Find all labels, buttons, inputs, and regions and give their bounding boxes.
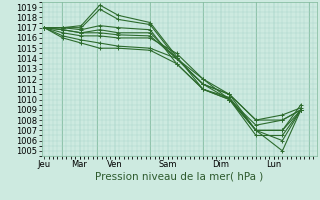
X-axis label: Pression niveau de la mer( hPa ): Pression niveau de la mer( hPa ) [95, 172, 263, 182]
